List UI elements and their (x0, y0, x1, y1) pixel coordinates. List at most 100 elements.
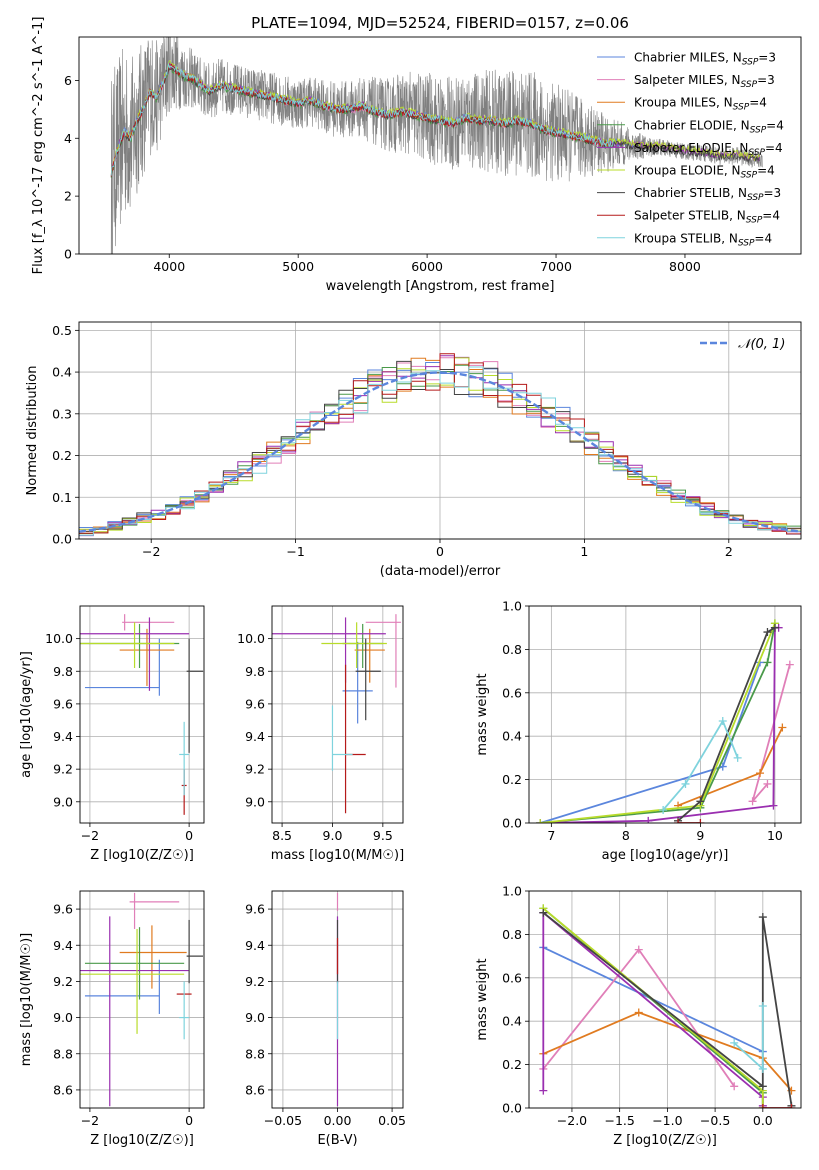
series-salpeter-elodie (539, 908, 767, 1108)
axes-frame (79, 890, 205, 1109)
legend-subscript: SSP (741, 171, 758, 181)
x-tick-label: 9.5 (373, 828, 393, 843)
series-salpeter-stelib (674, 819, 705, 823)
series-marker (756, 769, 765, 778)
y-tick-label: 9.8 (53, 664, 73, 679)
x-tick-label: 0 (185, 1113, 193, 1128)
series-kroupa-stelib (730, 1002, 767, 1073)
series-line (542, 910, 764, 1106)
series-marker (730, 1038, 739, 1047)
series-kroupa-elodie (536, 619, 779, 823)
y-tick-label: 2 (64, 189, 72, 204)
y-tick-label: 0.6 (502, 685, 522, 700)
series-marker (536, 819, 545, 823)
series-marker (763, 658, 772, 667)
legend-label: Salpeter ELODIE, NSSP=4 (634, 141, 783, 158)
legend-label: Chabrier ELODIE, NSSP=4 (634, 118, 784, 135)
y-tick-label: 0.0 (502, 816, 522, 831)
y-tick-label: 9.6 (245, 696, 265, 711)
y-axis-label: Normed distribution (25, 366, 40, 496)
errorbar-salpeter-miles (129, 892, 180, 929)
series-line (540, 623, 776, 823)
legend-label-rest: =4 (765, 141, 783, 155)
y-tick-label: 0.4 (502, 729, 522, 744)
legend-label-rest: =3 (758, 51, 776, 65)
legend-subscript: SSP (741, 80, 758, 90)
y-tick-label: 8.6 (53, 1082, 73, 1097)
legend-label-rest: =4 (757, 164, 775, 178)
series-marker (634, 1008, 643, 1017)
legend-subscript: SSP (746, 216, 763, 226)
series-line (542, 911, 793, 1106)
series-marker (758, 1082, 767, 1091)
y-tick-label: 0.0 (52, 532, 72, 547)
x-tick-label: 0 (436, 544, 444, 559)
errorbar-chabrier-miles (84, 638, 160, 696)
x-tick-label: 0.05 (378, 1113, 406, 1128)
y-tick-label: 9.4 (245, 938, 265, 953)
y-tick-label: 1.0 (502, 884, 522, 899)
y-tick-label: 0.2 (502, 772, 522, 787)
series-marker (763, 779, 772, 788)
errorbar-kroupa-miles (354, 628, 385, 683)
x-tick-label: 0.0 (753, 1113, 773, 1128)
x-tick-label: 7000 (540, 259, 572, 274)
x-tick-label: −1 (286, 544, 304, 559)
x-tick-label: 4000 (153, 259, 185, 274)
legend-label: Kroupa ELODIE, NSSP=4 (634, 164, 775, 181)
series-marker (674, 819, 683, 823)
series-line (733, 1006, 764, 1071)
errorbar-kroupa-stelib (331, 705, 353, 771)
series-chabrier-elodie (536, 619, 779, 823)
axes-frame (78, 321, 802, 540)
series-marker (770, 623, 779, 632)
y-tick-label: 0.4 (502, 1014, 522, 1029)
axes-frame (528, 605, 802, 824)
series-marker (758, 913, 767, 922)
x-tick-label: 8000 (669, 259, 701, 274)
legend-label: Salpeter MILES, NSSP=3 (634, 73, 775, 90)
legend-label-rest: =4 (766, 118, 784, 132)
x-tick-label: 5000 (282, 259, 314, 274)
series-marker (758, 1064, 767, 1073)
y-tick-label: 9.8 (245, 664, 265, 679)
series-marker (733, 753, 742, 762)
x-tick-label: 8.5 (272, 828, 292, 843)
y-tick-label: 9.6 (53, 902, 73, 917)
x-axis-label: age [log10(age/yr)] (602, 848, 729, 863)
errorbar-salpeter-elodie (80, 916, 190, 1107)
y-axis-label: age [log10(age/yr)] (19, 651, 34, 778)
spectrum-chart: 4000 5000 6000 7000 8000 0 2 4 6 wavelength [Angs… (31, 17, 802, 294)
axes-frame (528, 890, 802, 1109)
legend-subscript: SSP (750, 125, 767, 135)
series-marker (748, 797, 757, 806)
age-vs-metallicity-chart: −2 0 9.0 9.2 9.4 9.6 9.8 10.0 Z [log10(Z/Z☉)] age… (19, 605, 205, 863)
legend-label: 𝒩(0, 1) (738, 337, 785, 352)
errorbar-chabrier-miles (84, 959, 160, 1014)
legend-subscript: SSP (747, 193, 764, 203)
series-marker (539, 1086, 548, 1095)
mass-weight-vs-metallicity-chart: −2.0 −1.5 −1.0 −0.5 0.0 0.0 0.2 0.4 0.6 0.8 1.0 Z [… (475, 884, 802, 1148)
legend-label-rest: =3 (757, 73, 775, 87)
errorbar-salpeter-miles (122, 614, 175, 631)
gaussian-curve (78, 371, 802, 533)
y-tick-label: 9.6 (53, 696, 73, 711)
y-tick-label: 9.2 (53, 974, 73, 989)
legend-subscript: SSP (742, 58, 759, 68)
series-marker (644, 816, 653, 823)
model-line-chabrier-stelib (110, 65, 760, 178)
series-marker (787, 1104, 796, 1108)
series-marker (539, 908, 548, 917)
x-tick-label: −2 (81, 828, 99, 843)
y-tick-label: 8.6 (245, 1082, 265, 1097)
axes-frame (271, 890, 404, 1109)
errorbar-chabrier-elodie (80, 623, 180, 668)
series-marker (634, 945, 643, 954)
y-tick-label: 9.4 (53, 729, 73, 744)
series-line (540, 626, 779, 823)
y-tick-label: 0.8 (502, 927, 522, 942)
y-tick-label: 6 (64, 73, 72, 88)
series-marker (718, 717, 727, 726)
series-marker (758, 1104, 767, 1108)
